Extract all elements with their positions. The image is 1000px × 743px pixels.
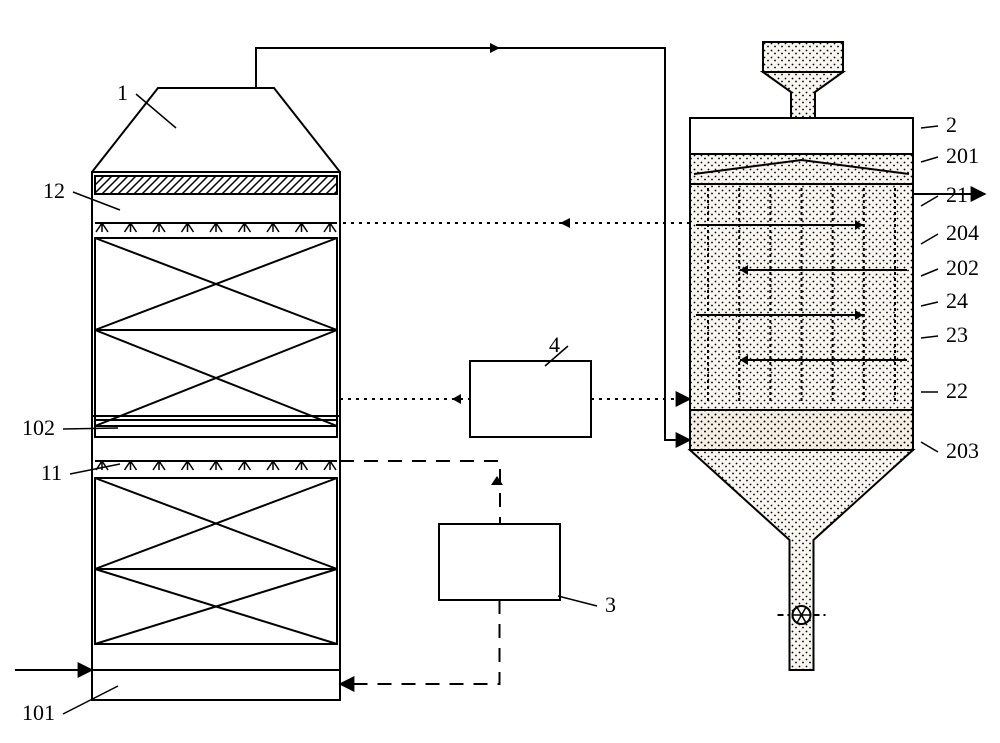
label-L4: 4 — [549, 332, 560, 357]
dashed-loop-up — [340, 461, 500, 524]
tower-head — [92, 88, 340, 172]
label-L3: 3 — [605, 592, 616, 617]
label-L23: 23 — [946, 322, 968, 347]
unit-4 — [470, 361, 591, 437]
label-L24: 24 — [946, 288, 968, 313]
label-L102: 102 — [22, 415, 55, 440]
dashed-loop-down — [340, 600, 500, 684]
label-L2: 2 — [946, 112, 957, 137]
label-L204: 204 — [946, 220, 979, 245]
label-L1: 1 — [117, 80, 128, 105]
hopper — [763, 42, 843, 72]
unit-3 — [439, 524, 560, 600]
demister — [95, 176, 337, 194]
label-L11: 11 — [41, 460, 62, 485]
label-L201: 201 — [946, 143, 979, 168]
label-L12: 12 — [43, 178, 65, 203]
reactor — [690, 118, 913, 670]
label-L203: 203 — [946, 438, 979, 463]
label-L21: 21 — [946, 182, 968, 207]
label-L101: 101 — [22, 700, 55, 725]
label-L202: 202 — [946, 255, 979, 280]
liquid-collector — [95, 420, 337, 437]
label-L22: 22 — [946, 378, 968, 403]
